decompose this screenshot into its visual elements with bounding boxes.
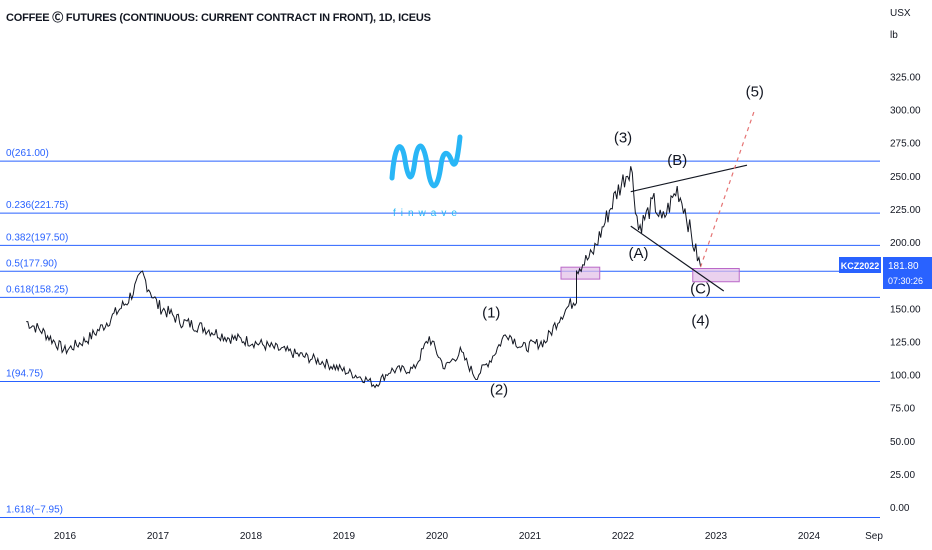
logo-text: finwave: [393, 208, 462, 219]
wave-label: (4): [691, 312, 709, 329]
symbol-tag: [839, 257, 881, 273]
finwave-logo: finwave: [389, 134, 463, 219]
wave-label: (1): [482, 305, 500, 322]
x-tick-label: 2019: [333, 531, 356, 542]
price-tag: [883, 257, 932, 289]
x-tick-label: 2024: [798, 531, 821, 542]
fib-label: 1.618(−7.95): [6, 505, 63, 516]
y-tick-label: 225.00: [890, 205, 921, 216]
fibonacci-levels: 0(261.00) 0.236(221.75) 0.382(197.50) 0.5(1…: [0, 148, 880, 519]
wave-label: (3): [614, 130, 632, 147]
x-tick-label: 2023: [705, 531, 728, 542]
unit-label: lb: [890, 30, 898, 41]
fib-label: 0.618(158.25): [6, 284, 68, 295]
chart-title: COFFEE Ⓒ FUTURES (CONTINUOUS: CURRENT CO…: [6, 12, 431, 24]
wave-label: (C): [690, 281, 711, 298]
y-tick-label: 300.00: [890, 106, 921, 117]
y-tick-label: 150.00: [890, 304, 921, 315]
y-tick-label: 0.00: [890, 503, 910, 514]
x-tick-label: 2020: [426, 531, 449, 542]
wave-label: (A): [629, 245, 649, 262]
price-axis: 325.00300.00275.00250.00225.00200.00175.…: [890, 72, 921, 514]
y-tick-label: 275.00: [890, 139, 921, 150]
wave-label: (2): [490, 381, 508, 398]
y-tick-label: 100.00: [890, 371, 921, 382]
currency-label: USX: [890, 8, 911, 19]
y-tick-label: 125.00: [890, 337, 921, 348]
x-tick-label: 2018: [240, 531, 263, 542]
x-tick-label: Sep: [865, 531, 883, 542]
time-axis: 2016 2017 2018 2019 2020 2021 2022 2023 2024 Sep: [54, 531, 883, 542]
fib-label: 1(94.75): [6, 368, 43, 379]
y-tick-label: 50.00: [890, 437, 915, 448]
support-zone: [692, 268, 740, 283]
wave-label: (B): [667, 152, 687, 169]
y-tick-label: 75.00: [890, 404, 915, 415]
wave-labels: (1) (2) (3) (A) (B) (C) (4) (5): [482, 83, 764, 398]
x-tick-label: 2022: [612, 531, 635, 542]
trendline: [630, 164, 748, 193]
support-zone: [560, 266, 601, 280]
countdown-text: 07:30:26: [888, 276, 923, 286]
symbol-text: KCZ2022: [841, 261, 880, 271]
projection-line: [699, 109, 756, 268]
x-tick-label: 2017: [147, 531, 170, 542]
y-tick-label: 25.00: [890, 470, 915, 481]
x-tick-label: 2016: [54, 531, 77, 542]
price-text: 181.80: [888, 261, 919, 272]
y-tick-label: 200.00: [890, 238, 921, 249]
wave-label: (5): [746, 83, 764, 100]
y-tick-label: 250.00: [890, 172, 921, 183]
y-tick-label: 325.00: [890, 72, 921, 83]
trendlines: [630, 109, 756, 292]
support-zones: [560, 266, 740, 283]
fib-label: 0.236(221.75): [6, 200, 68, 211]
finwave-logo-icon: [389, 134, 463, 188]
fib-label: 0.5(177.90): [6, 258, 57, 269]
x-tick-label: 2021: [519, 531, 542, 542]
price-line: [26, 166, 701, 389]
trendline: [630, 225, 725, 292]
price-badge: KCZ2022 181.80 07:30:26: [839, 257, 932, 289]
fib-label: 0(261.00): [6, 148, 49, 159]
fib-label: 0.382(197.50): [6, 232, 68, 243]
